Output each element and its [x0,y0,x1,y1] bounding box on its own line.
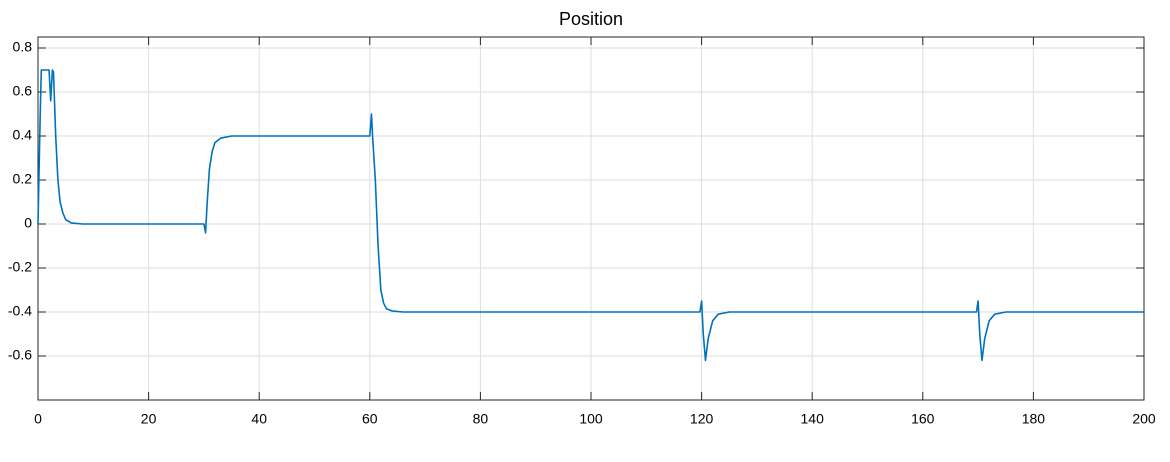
y-tick-label: 0.4 [13,127,33,143]
line-series [37,69,1144,362]
y-tick-label: 0.8 [13,39,33,55]
x-tick-label: 100 [579,411,603,427]
x-tick-label: 80 [473,411,489,427]
y-tick-label: -0.6 [8,347,32,363]
x-tick-label: 120 [690,411,714,427]
x-tick-label: 200 [1132,411,1156,427]
y-tick-label: 0.6 [13,83,33,99]
y-tick-label: -0.4 [8,303,32,319]
chart-title: Position [559,9,623,29]
y-tick-label: 0 [24,215,32,231]
x-tick-label: 0 [34,411,42,427]
x-tick-label: 20 [141,411,157,427]
x-tick-label: 160 [911,411,935,427]
x-tick-label: 180 [1022,411,1046,427]
y-tick-label: -0.2 [8,259,32,275]
x-tick-label: 60 [362,411,378,427]
y-tick-label: 0.2 [13,171,33,187]
x-tick-label: 40 [251,411,267,427]
x-tick-label: 140 [801,411,825,427]
